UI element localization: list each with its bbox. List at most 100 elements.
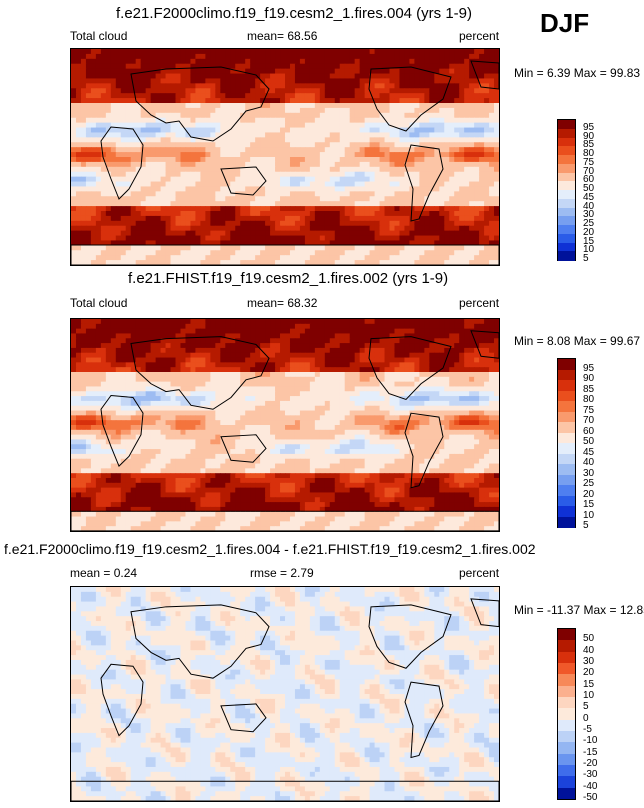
map-cell (324, 319, 331, 325)
map-cell (85, 142, 92, 148)
map-cell (394, 220, 401, 227)
map-cell (85, 161, 92, 168)
map-cell (245, 166, 251, 173)
map-cell (240, 147, 246, 153)
map-cell (479, 83, 485, 89)
map-cell (165, 255, 172, 261)
map-cell (145, 171, 152, 178)
map-cell (454, 230, 460, 237)
map-cell (474, 323, 480, 330)
map-cell (120, 142, 127, 148)
map-cell (344, 352, 351, 359)
map-cell (75, 215, 82, 222)
season-label: DJF (540, 8, 590, 38)
map-cell (100, 352, 107, 359)
map-cell (294, 333, 301, 339)
map-cell (384, 63, 391, 70)
map-cell (409, 78, 415, 84)
map-cell (299, 63, 306, 70)
map-cell (309, 147, 316, 153)
map-cell (299, 215, 306, 222)
map-cell (334, 122, 341, 129)
map-cell (195, 157, 201, 163)
map-cell (75, 376, 82, 383)
map-cell (130, 220, 137, 227)
map-cell (100, 83, 107, 89)
map-cell (95, 186, 102, 192)
map-cell (309, 250, 316, 256)
map-cell (135, 142, 142, 148)
map-cell (255, 323, 261, 330)
map-cell (255, 343, 261, 349)
map-cell (414, 83, 420, 89)
map-cell (71, 107, 77, 114)
map-cell (85, 381, 92, 388)
map-cell (165, 63, 172, 70)
map-cell (444, 103, 450, 109)
map-cell (364, 201, 371, 207)
map-cell (494, 372, 499, 378)
map-cell (105, 137, 112, 143)
map-cell (314, 367, 321, 373)
map-cell (125, 250, 132, 256)
map-cell (240, 112, 246, 119)
map-cell (449, 93, 455, 99)
map-cell (324, 63, 331, 70)
map-cell (304, 98, 311, 104)
map-cell (334, 112, 341, 119)
map-cell (344, 211, 351, 217)
map-cell (454, 352, 460, 359)
map-cell (190, 147, 197, 153)
map-cell (150, 196, 157, 202)
map-cell (349, 381, 356, 388)
map-cell (85, 117, 92, 124)
map-cell (110, 245, 117, 251)
map-cell (120, 186, 127, 192)
map-cell (120, 132, 127, 138)
map-cell (354, 206, 361, 212)
map-cell (389, 137, 396, 143)
map-cell (90, 347, 97, 354)
map-cell (489, 161, 495, 168)
map-cell (170, 260, 177, 265)
map-cell (479, 196, 485, 202)
map-cell (275, 323, 281, 330)
map-cell (150, 240, 157, 246)
map-cell (369, 372, 376, 378)
map-cell (304, 220, 311, 227)
map-cell (414, 338, 420, 344)
map-cell (364, 176, 371, 183)
map-cell (180, 103, 187, 109)
map-cell (110, 260, 117, 265)
map-cell (319, 376, 326, 383)
map-cell (409, 250, 415, 256)
map-cell (369, 235, 376, 242)
map-cell (474, 235, 480, 242)
map-cell (100, 323, 107, 330)
map-cell (180, 107, 187, 114)
map-cell (379, 176, 386, 183)
map-cell (484, 186, 490, 192)
map-cell (454, 88, 460, 94)
map-cell (434, 220, 440, 227)
map-cell (140, 122, 147, 129)
map-cell (394, 230, 401, 237)
map-cell (409, 132, 415, 138)
map-cell (180, 333, 187, 339)
map-cell (364, 255, 371, 261)
map-cell (205, 166, 211, 173)
map-cell (369, 343, 376, 349)
map-cell (469, 220, 475, 227)
map-cell (439, 260, 445, 265)
map-cell (419, 58, 425, 65)
map-cell (220, 181, 226, 188)
map-cell (489, 319, 495, 325)
map-cell (165, 381, 172, 388)
map-cell (379, 225, 386, 232)
map-cell (230, 338, 236, 344)
map-cell (409, 93, 415, 99)
map-cell (364, 73, 371, 80)
map-cell (265, 367, 271, 373)
map-cell (100, 181, 107, 188)
map-cell (245, 152, 251, 158)
